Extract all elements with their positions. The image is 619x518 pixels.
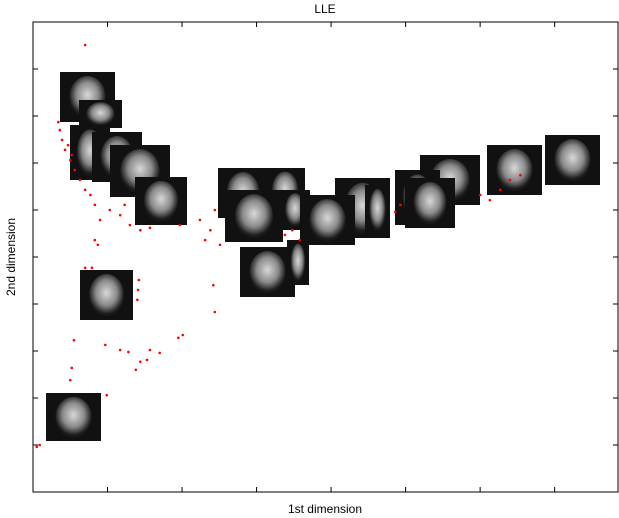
point xyxy=(146,359,149,362)
point xyxy=(509,179,512,182)
plot-frame xyxy=(33,22,618,492)
face xyxy=(235,194,273,238)
point xyxy=(70,154,73,157)
point xyxy=(177,337,180,340)
point xyxy=(69,379,72,382)
point xyxy=(67,144,70,147)
point xyxy=(35,446,38,449)
face xyxy=(309,199,345,241)
face xyxy=(249,251,285,293)
point xyxy=(91,267,94,270)
point xyxy=(399,204,402,207)
point xyxy=(291,229,294,232)
point xyxy=(73,169,76,172)
y-axis-label: 2nd dimension xyxy=(4,218,18,296)
point xyxy=(79,179,82,182)
point xyxy=(149,227,152,230)
point xyxy=(138,279,141,282)
point xyxy=(61,139,64,142)
point xyxy=(59,129,62,132)
point xyxy=(139,361,142,364)
point xyxy=(70,367,73,370)
point xyxy=(158,352,161,355)
chart: LLE 1st dimension 2nd dimension xyxy=(0,0,619,518)
point xyxy=(149,349,152,352)
face xyxy=(55,397,91,437)
point xyxy=(136,298,139,301)
point xyxy=(212,284,215,287)
point xyxy=(94,239,97,242)
point xyxy=(94,204,97,207)
point xyxy=(119,214,122,217)
face xyxy=(554,139,590,181)
point xyxy=(108,209,111,212)
point xyxy=(99,219,102,222)
point xyxy=(209,229,212,232)
point xyxy=(105,394,108,397)
point xyxy=(84,267,87,270)
point xyxy=(89,194,92,197)
point xyxy=(214,209,217,212)
point xyxy=(219,243,222,246)
point xyxy=(84,188,87,191)
point xyxy=(394,211,397,214)
point xyxy=(69,159,72,162)
point xyxy=(519,174,522,177)
point xyxy=(139,229,142,232)
point xyxy=(38,444,41,447)
point xyxy=(64,149,67,152)
point xyxy=(298,239,301,242)
point xyxy=(489,199,492,202)
point xyxy=(479,194,482,197)
point xyxy=(204,239,207,242)
face xyxy=(89,274,124,316)
point xyxy=(129,224,132,227)
face xyxy=(369,189,386,231)
point xyxy=(214,311,217,314)
point xyxy=(119,349,122,352)
point xyxy=(97,243,100,246)
face xyxy=(144,181,178,221)
point xyxy=(135,369,138,372)
chart-title: LLE xyxy=(314,2,335,16)
point xyxy=(73,339,76,342)
point xyxy=(179,224,182,227)
point xyxy=(284,234,287,237)
point xyxy=(84,44,87,47)
point xyxy=(137,289,140,292)
point xyxy=(199,219,202,222)
face xyxy=(496,149,532,191)
face xyxy=(86,102,114,126)
point xyxy=(104,344,107,347)
point xyxy=(127,351,130,354)
point xyxy=(123,204,126,207)
x-axis-label: 1st dimension xyxy=(288,502,362,516)
face xyxy=(291,244,306,282)
point xyxy=(181,334,184,337)
face-thumbnails xyxy=(46,72,600,441)
face xyxy=(414,182,447,224)
point xyxy=(57,121,60,124)
point xyxy=(499,188,502,191)
